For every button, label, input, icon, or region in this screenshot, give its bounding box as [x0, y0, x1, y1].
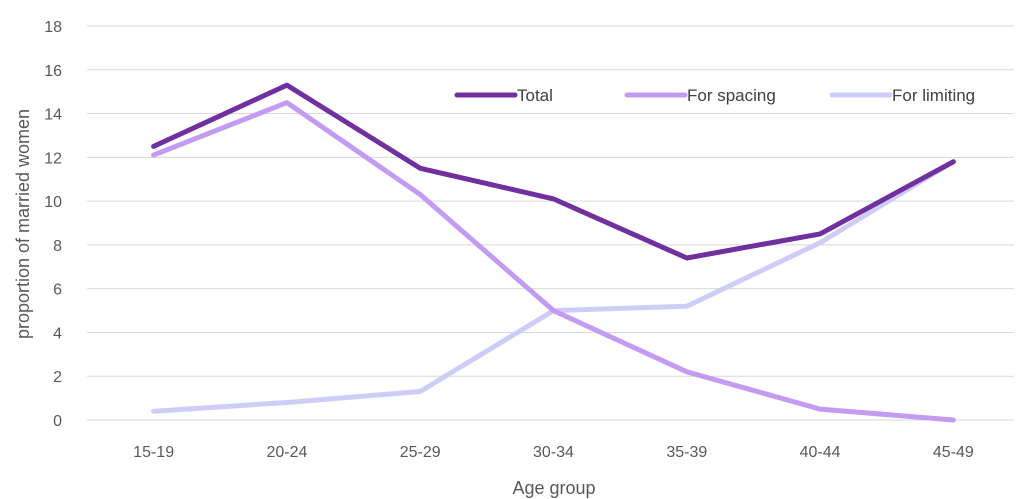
y-tick-label: 4	[53, 325, 62, 342]
series-lines	[151, 82, 956, 423]
y-axis-ticks: 0 2 4 6 8 10 12 14 16 18	[44, 19, 62, 430]
y-tick-label: 6	[53, 282, 62, 299]
legend-item-for-limiting: For limiting	[829, 86, 975, 105]
x-tick-label: 20-24	[266, 444, 307, 461]
gridlines	[87, 25, 1014, 421]
x-axis-ticks: 15-19 20-24 25-29 30-34 35-39 40-44 45-49	[133, 444, 974, 461]
x-tick-label: 40-44	[800, 444, 841, 461]
legend-item-total: Total	[454, 86, 553, 105]
x-tick-label: 25-29	[400, 444, 441, 461]
x-tick-label: 45-49	[933, 444, 974, 461]
y-tick-label: 2	[53, 369, 62, 386]
legend-label: Total	[517, 86, 553, 105]
series-line-total	[151, 82, 956, 261]
legend-label: For spacing	[687, 86, 776, 105]
y-axis-title: proportion of married women	[13, 109, 33, 339]
y-tick-label: 14	[44, 107, 62, 124]
x-tick-label: 15-19	[133, 444, 174, 461]
legend-label: For limiting	[892, 86, 975, 105]
y-tick-label: 12	[44, 150, 62, 167]
y-tick-label: 0	[53, 413, 62, 430]
legend-item-for-spacing: For spacing	[624, 86, 776, 105]
x-tick-label: 35-39	[666, 444, 707, 461]
y-tick-label: 18	[44, 19, 62, 36]
legend: Total For spacing For limiting	[454, 86, 975, 105]
y-tick-label: 16	[44, 63, 62, 80]
y-tick-label: 8	[53, 238, 62, 255]
x-tick-label: 30-34	[533, 444, 574, 461]
y-tick-label: 10	[44, 194, 62, 211]
x-axis-title: Age group	[512, 478, 595, 498]
series-line-for-spacing	[151, 100, 956, 423]
